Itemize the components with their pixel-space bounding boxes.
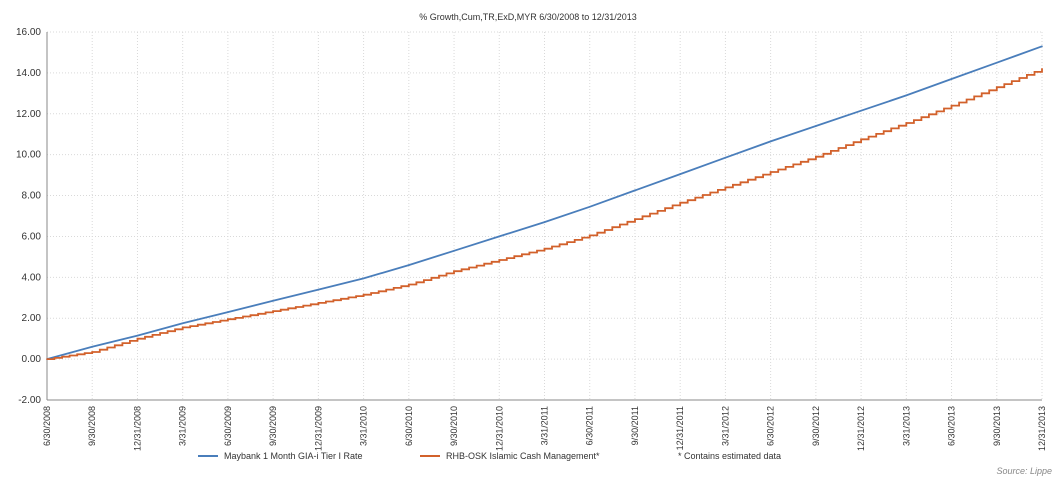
- legend-label-rhb: RHB-OSK Islamic Cash Management*: [446, 451, 600, 461]
- data-point: [317, 302, 320, 304]
- y-tick-label: 4.00: [22, 272, 42, 283]
- x-tick-label: 6/30/2012: [766, 406, 776, 446]
- data-point: [453, 249, 455, 252]
- series-lines: [46, 45, 1043, 361]
- data-point: [227, 318, 229, 321]
- data-point: [272, 310, 274, 312]
- data-point: [588, 206, 591, 208]
- data-point: [317, 288, 320, 291]
- data-point: [634, 218, 636, 220]
- data-point: [543, 247, 546, 250]
- data-point: [408, 264, 410, 266]
- y-tick-label: 2.00: [22, 313, 42, 324]
- x-tick-label: 12/31/2011: [675, 406, 685, 450]
- y-tick-label: 16.00: [16, 27, 41, 38]
- data-point: [588, 234, 591, 237]
- y-tick-label: -2.00: [18, 395, 41, 406]
- x-tick-label: 9/30/2008: [87, 406, 97, 446]
- x-tick-label: 12/31/2009: [313, 406, 323, 451]
- data-point: [136, 334, 139, 337]
- x-tick-label: 3/31/2011: [540, 406, 550, 445]
- x-tick-label: 6/30/2010: [404, 406, 414, 446]
- x-axis-ticks: 6/30/2008 9/30/2008 12/31/2008 3/31/2009 6/3…: [42, 406, 1047, 451]
- x-tick-label: 3/31/2013: [901, 406, 911, 446]
- data-point: [950, 104, 953, 107]
- data-point: [1041, 68, 1043, 70]
- y-axis-ticks: 16.00 14.00 12.00 10.00 8.00 6.00 4.00 2.00 0.00…: [16, 27, 41, 406]
- data-point: [769, 140, 772, 143]
- x-tick-label: 9/30/2009: [268, 406, 278, 446]
- x-tick-label: 9/30/2011: [630, 406, 640, 445]
- legend-label-maybank: Maybank 1 Month GIA-i Tier I Rate: [224, 451, 363, 461]
- series-line-0: [46, 45, 1043, 360]
- data-point: [634, 189, 636, 192]
- data-point: [860, 109, 862, 112]
- data-point: [498, 259, 501, 261]
- data-point: [950, 78, 953, 80]
- x-tick-label: 12/31/2012: [856, 406, 866, 451]
- x-tick-label: 9/30/2012: [811, 406, 821, 446]
- y-tick-label: 6.00: [22, 231, 42, 242]
- data-point: [543, 221, 546, 223]
- series-line-1: [47, 68, 1043, 361]
- x-tick-label: 3/31/2010: [359, 406, 369, 446]
- y-tick-label: 12.00: [16, 109, 41, 120]
- data-point: [815, 155, 817, 158]
- chart-title: % Growth,Cum,TR,ExD,MYR 6/30/2008 to 12/…: [419, 12, 637, 22]
- data-point: [724, 156, 727, 159]
- data-point: [905, 122, 908, 124]
- data-point: [498, 235, 501, 238]
- x-tick-label: 9/30/2013: [992, 406, 1002, 446]
- data-point: [679, 201, 681, 204]
- data-point: [724, 186, 727, 189]
- x-tick-label: 12/31/2013: [1037, 406, 1047, 451]
- y-tick-label: 0.00: [22, 354, 42, 365]
- x-tick-label: 6/30/2013: [947, 406, 957, 446]
- axes: [46, 32, 1042, 401]
- data-point: [769, 171, 772, 173]
- x-tick-label: 6/30/2011: [585, 406, 595, 445]
- data-point: [860, 138, 862, 141]
- data-point: [227, 311, 229, 313]
- x-tick-label: 12/31/2008: [132, 406, 142, 451]
- x-tick-label: 3/31/2009: [178, 406, 188, 446]
- y-tick-label: 8.00: [22, 191, 42, 202]
- data-point: [408, 283, 410, 286]
- x-tick-label: 6/30/2008: [42, 406, 52, 446]
- grid: [46, 31, 1043, 401]
- data-point: [181, 322, 184, 325]
- data-point: [362, 293, 365, 296]
- x-tick-label: 3/31/2012: [720, 406, 730, 446]
- y-tick-label: 14.00: [16, 68, 41, 79]
- data-point: [1041, 45, 1043, 48]
- data-point: [995, 61, 998, 64]
- source-note: Source: Lippe: [996, 466, 1052, 476]
- data-point: [91, 351, 94, 353]
- x-tick-label: 6/30/2009: [223, 406, 233, 446]
- data-point: [362, 277, 365, 280]
- data-point: [815, 125, 817, 127]
- legend: Maybank 1 Month GIA-i Tier I Rate RHB-OS…: [198, 451, 781, 461]
- data-point: [181, 326, 184, 329]
- x-tick-label: 12/31/2010: [494, 406, 504, 451]
- data-point: [136, 337, 139, 340]
- y-tick-label: 10.00: [16, 150, 41, 161]
- data-point: [995, 86, 998, 88]
- data-point: [453, 270, 455, 273]
- data-point: [905, 94, 908, 97]
- data-point: [679, 173, 681, 175]
- x-tick-label: 9/30/2010: [449, 406, 459, 446]
- data-point: [91, 346, 94, 348]
- data-point: [272, 300, 274, 302]
- data-point: [46, 358, 48, 360]
- legend-note: * Contains estimated data: [678, 451, 781, 461]
